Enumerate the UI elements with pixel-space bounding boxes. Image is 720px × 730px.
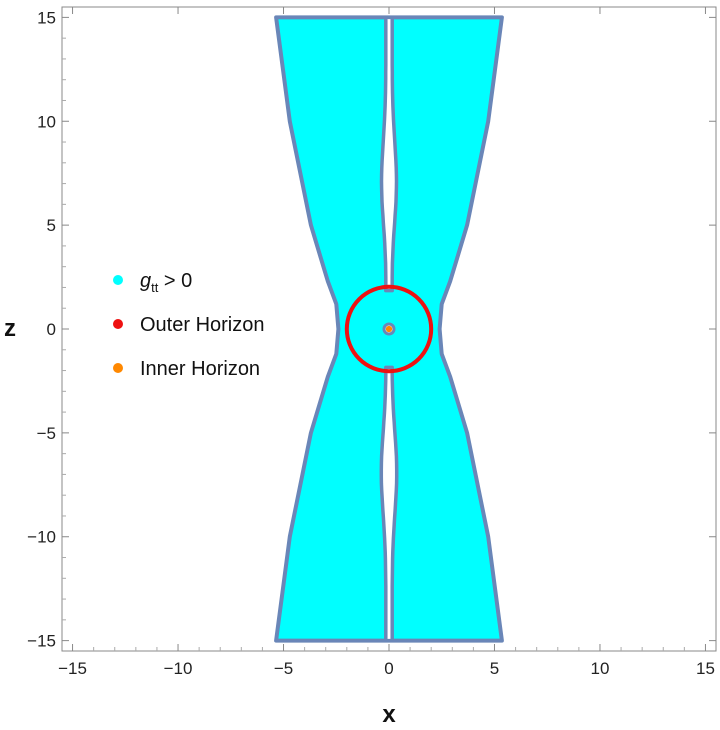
y-tick-label: 0	[47, 320, 56, 339]
y-tick-label: −15	[27, 632, 56, 651]
legend-label-outer: Outer Horizon	[140, 314, 265, 336]
y-tick-label: 15	[37, 8, 56, 27]
x-axis-label: x	[382, 701, 396, 728]
y-tick-label: 5	[47, 216, 56, 235]
legend-marker-inner	[113, 363, 123, 373]
outer-horizon-circle	[344, 284, 434, 374]
horizon-layer	[344, 284, 434, 374]
x-tick-label: 10	[591, 659, 610, 678]
x-tick-label: 5	[490, 659, 499, 678]
y-tick-label: −5	[37, 424, 56, 443]
x-tick-label: 15	[696, 659, 715, 678]
x-tick-label: 0	[384, 659, 393, 678]
legend-marker-gtt	[113, 275, 123, 285]
legend-label-gtt: gtt > 0	[140, 270, 192, 295]
ticks-layer: −15 −10 −5 0 5 10 15 −15 −10 −5 0 5 10 15	[27, 7, 716, 678]
y-tick-label: −10	[27, 528, 56, 547]
legend-label-inner: Inner Horizon	[140, 358, 260, 380]
excluded-strip-lower	[379, 365, 399, 643]
legend: gtt > 0 Outer Horizon Inner Horizon	[113, 270, 265, 380]
y-axis-label: z	[4, 315, 16, 342]
inner-horizon-circle	[385, 325, 393, 333]
x-tick-label: −5	[274, 659, 293, 678]
x-tick-label: −15	[58, 659, 87, 678]
excluded-strip-upper	[379, 15, 399, 293]
y-tick-label: 10	[37, 112, 56, 131]
legend-marker-outer	[113, 319, 123, 329]
x-tick-label: −10	[164, 659, 193, 678]
